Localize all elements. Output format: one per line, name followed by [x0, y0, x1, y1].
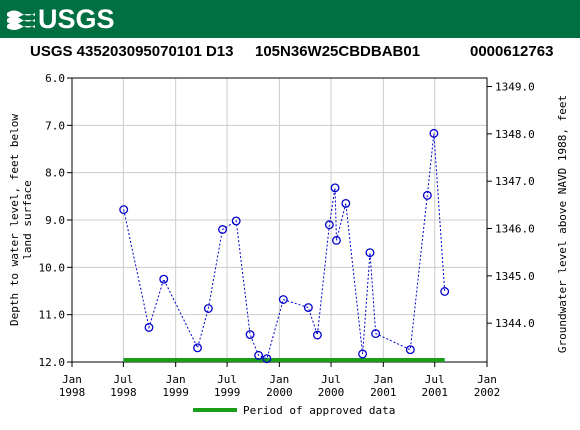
- right-tick-label: 1346.0: [495, 223, 535, 236]
- data-point: [332, 235, 341, 245]
- x-tick-label: 2002: [474, 386, 501, 399]
- data-point: [303, 303, 313, 313]
- x-tick-label: 2001: [370, 386, 397, 399]
- left-tick-label: 9.0: [45, 214, 65, 227]
- x-tick-label: Jan: [373, 373, 393, 386]
- data-point: [218, 225, 227, 234]
- data-point: [278, 295, 288, 304]
- x-tick-label: Jan: [62, 373, 82, 386]
- left-tick-label: 10.0: [39, 261, 66, 274]
- data-point: [231, 216, 241, 226]
- x-tick-label: 1999: [214, 386, 241, 399]
- data-point: [422, 190, 432, 200]
- left-tick-label: 8.0: [45, 167, 65, 180]
- x-tick-label: Jan: [269, 373, 289, 386]
- usgs-logo-text: USGS: [38, 4, 115, 34]
- right-tick-label: 1347.0: [495, 175, 535, 188]
- x-tick-label: 2000: [318, 386, 345, 399]
- chart-header: USGS 435203095070101 D13 105N36W25CBDBAB…: [0, 43, 580, 65]
- data-point: [119, 205, 129, 215]
- right-tick-label: 1344.0: [495, 317, 535, 330]
- data-point: [312, 330, 322, 340]
- data-point: [440, 287, 450, 296]
- left-tick-label: 12.0: [39, 356, 66, 369]
- left-tick-label: 11.0: [39, 309, 66, 322]
- x-tick-label: 1998: [59, 386, 86, 399]
- data-point: [203, 304, 213, 313]
- x-tick-label: Jul: [425, 373, 445, 386]
- x-tick-label: Jul: [217, 373, 237, 386]
- data-point: [324, 220, 334, 230]
- x-tick-label: Jan: [166, 373, 186, 386]
- x-tick-label: 2001: [421, 386, 448, 399]
- right-axis-title: Groundwater level above NAVD 1988, feet: [556, 95, 569, 353]
- usgs-banner: USGS: [0, 0, 580, 38]
- legend: Period of approved data: [193, 404, 395, 417]
- x-tick-label: Jul: [113, 373, 133, 386]
- series-line: [123, 133, 446, 360]
- x-tick-label: 2000: [266, 386, 293, 399]
- local-id: 105N36W25CBDBAB01: [255, 43, 421, 60]
- data-point: [341, 198, 351, 208]
- data-point: [245, 330, 255, 339]
- site-id: USGS 435203095070101 D13: [30, 43, 234, 60]
- data-point: [159, 274, 169, 284]
- x-tick-label: 1998: [110, 386, 137, 399]
- data-point: [365, 248, 375, 258]
- data-point: [144, 322, 154, 332]
- x-tick-label: Jan: [477, 373, 497, 386]
- data-point: [254, 350, 264, 360]
- x-tick-label: 1999: [162, 386, 189, 399]
- data-point: [405, 345, 415, 355]
- right-tick-label: 1348.0: [495, 128, 535, 141]
- left-axis-title: Depth to water level, feet belowland sur…: [8, 114, 34, 326]
- data-point: [429, 128, 439, 138]
- right-tick-label: 1345.0: [495, 270, 535, 283]
- left-tick-label: 6.0: [45, 72, 65, 85]
- data-point: [371, 329, 381, 339]
- data-point: [262, 354, 272, 364]
- data-point: [330, 183, 340, 193]
- legend-label: Period of approved data: [243, 404, 395, 417]
- x-tick-label: Jul: [321, 373, 341, 386]
- usgs-wave-icon: [6, 6, 36, 32]
- grid-lines: [72, 78, 487, 362]
- right-tick-label: 1349.0: [495, 81, 535, 94]
- data-point: [193, 343, 203, 353]
- nwis-id: 0000612763: [470, 43, 554, 60]
- data-point: [358, 349, 368, 359]
- left-tick-label: 7.0: [45, 119, 65, 132]
- usgs-logo[interactable]: USGS: [6, 5, 115, 33]
